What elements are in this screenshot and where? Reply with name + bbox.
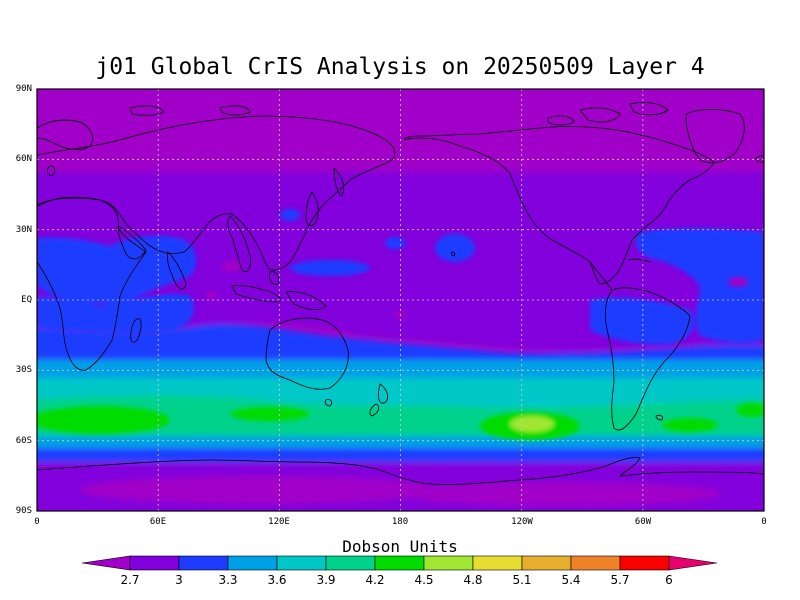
colorbar-swatch: [472, 555, 523, 571]
colorbar: [81, 555, 718, 571]
lat-label-60s: 60S: [15, 436, 32, 446]
colorbar-swatch: [325, 555, 376, 571]
graticule: [37, 89, 764, 511]
colorbar-level-label: 5.1: [512, 573, 532, 587]
colorbar-level-label: 4.2: [365, 573, 385, 587]
colorbar-level-label: 3.3: [218, 573, 238, 587]
lon-label-0: 0: [34, 517, 40, 527]
colorbar-swatch: [227, 555, 278, 571]
colorbar-swatch: [276, 555, 327, 571]
lon-label-120e: 120E: [268, 517, 290, 527]
colorbar-arrow-high: [668, 555, 718, 571]
colorbar-swatch: [178, 555, 229, 571]
colorbar-swatch: [521, 555, 572, 571]
colorbar-level-label: 5.4: [561, 573, 581, 587]
colorbar-level-label: 4.8: [463, 573, 483, 587]
lon-label-180: 180: [391, 517, 409, 527]
lat-label-eq: EQ: [21, 295, 32, 305]
colorbar-swatch: [619, 555, 670, 571]
lat-label-90n: 90N: [15, 84, 32, 94]
colorbar-swatch: [129, 555, 180, 571]
colorbar-level-label: 4.5: [414, 573, 434, 587]
colorbar-level-label: 5.7: [610, 573, 630, 587]
lat-label-30n: 30N: [15, 225, 32, 235]
colorbar-arrow-low: [81, 555, 131, 571]
coastlines: [37, 102, 764, 485]
lat-label-60n: 60N: [15, 154, 32, 164]
lon-label-60w: 60W: [634, 517, 652, 527]
lon-label-120w: 120W: [511, 517, 533, 527]
colorbar-swatch: [570, 555, 621, 571]
lon-label-60e: 60E: [149, 517, 167, 527]
lon-label-0-east: 0: [761, 517, 767, 527]
map-frame: [36, 88, 765, 512]
colorbar-level-label: 6: [665, 573, 673, 587]
colorbar-level-label: 2.7: [120, 573, 140, 587]
colorbar-swatch: [423, 555, 474, 571]
lat-label-90s: 90S: [15, 506, 32, 516]
colorbar-level-label: 3.9: [316, 573, 336, 587]
colorbar-swatch: [374, 555, 425, 571]
colorbar-level-label: 3: [175, 573, 183, 587]
ozone-field: [37, 89, 764, 511]
colorbar-level-label: 3.6: [267, 573, 287, 587]
map-title: j01 Global CrIS Analysis on 20250509 Lay…: [95, 54, 705, 80]
lat-label-30s: 30S: [15, 365, 32, 375]
colorbar-title: Dobson Units: [342, 537, 458, 556]
